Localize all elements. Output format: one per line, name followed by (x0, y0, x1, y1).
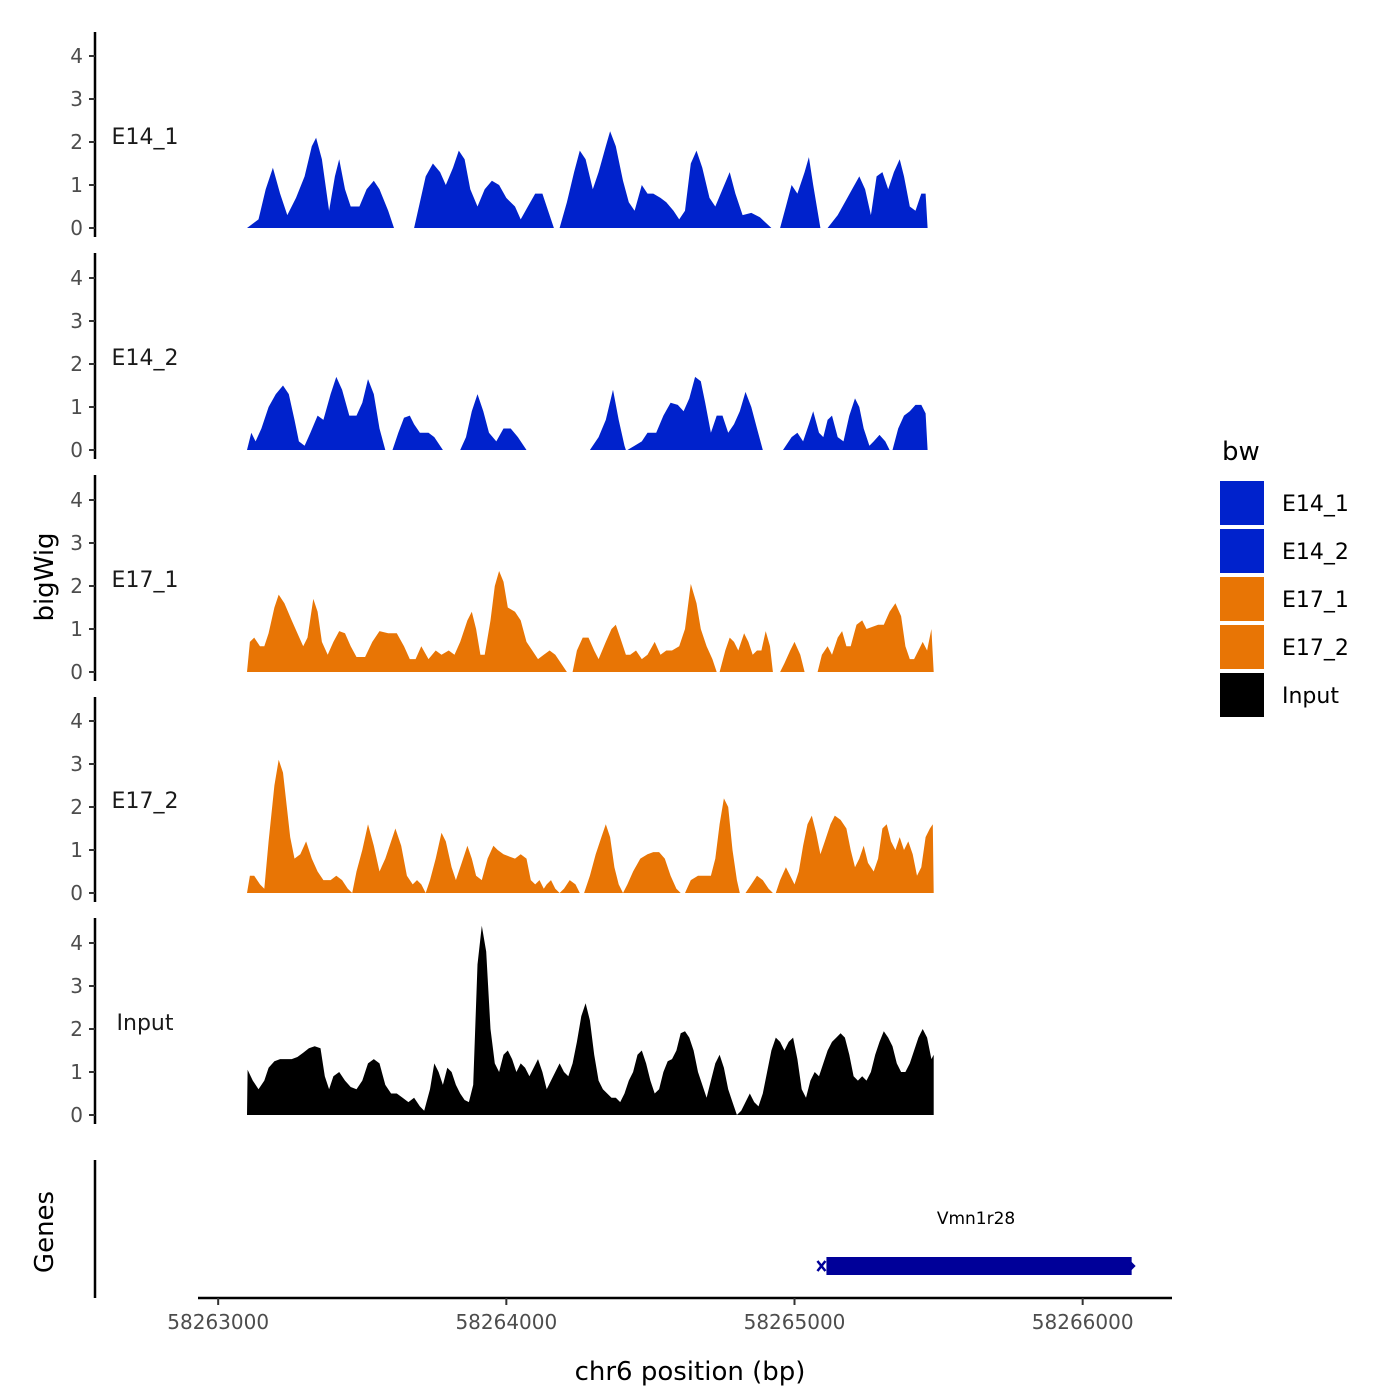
gene-label: Vmn1r28 (937, 1209, 1015, 1229)
legend: bw E14_1 E14_2 E17_1 E17_2 Input (1220, 437, 1349, 717)
y-tick-label: 4 (70, 44, 83, 68)
area-E14_1-segment-4 (827, 159, 928, 228)
legend-swatch-E14_1 (1220, 481, 1264, 525)
legend-swatch-E17_2 (1220, 625, 1264, 669)
legend-label: E14_2 (1282, 540, 1349, 565)
legend-label: Input (1282, 684, 1339, 709)
area-E14_1-segment-3 (780, 157, 821, 228)
track-label: Input (117, 1011, 174, 1036)
y-tick-label: 0 (70, 1103, 83, 1127)
y-tick-label: 1 (70, 1060, 83, 1084)
y-tick-label: 4 (70, 931, 83, 955)
y-tick-label: 2 (70, 352, 83, 376)
area-E14_2-segment-0 (247, 376, 386, 450)
y-tick-label: 2 (70, 795, 83, 819)
area-E17_1-segment-2 (719, 631, 773, 672)
area-E17_1-segment-0 (247, 571, 567, 672)
area-E17_2-segment-4 (584, 824, 681, 893)
area-E17_1-segment-1 (572, 583, 717, 672)
y-tick-label: 1 (70, 838, 83, 862)
tracks: 0 1 2 3 4 E14_1 0 1 2 3 4 E14_2 0 1 2 3 4 E17_1 0 1 2 3 4 E17_2… (70, 32, 934, 1127)
track-label: E14_2 (112, 346, 179, 371)
legend-swatch-Input (1220, 673, 1264, 717)
y-tick-label: 0 (70, 660, 83, 684)
area-E14_2-segment-5 (783, 398, 890, 450)
y-tick-label: 2 (70, 574, 83, 598)
track-E14_2: 0 1 2 3 4 E14_2 (70, 253, 928, 462)
y-tick-label: 1 (70, 617, 83, 641)
legend-label: E17_1 (1282, 588, 1349, 613)
track-E17_1: 0 1 2 3 4 E17_1 (70, 475, 934, 684)
area-E14_2-segment-1 (392, 415, 443, 450)
y-tick-label: 4 (70, 266, 83, 290)
area-E17_2-segment-1 (352, 824, 426, 893)
area-E14_2-segment-4 (627, 376, 763, 450)
area-E14_1-segment-0 (247, 137, 394, 228)
area-E14_1-segment-1 (414, 150, 554, 228)
genes-axis-title: Genes (30, 1191, 60, 1273)
legend-label: E17_2 (1282, 636, 1349, 661)
y-tick-label: 4 (70, 709, 83, 733)
gene-start-marker-icon (816, 1260, 827, 1272)
track-Input: 0 1 2 3 4 Input (70, 918, 934, 1127)
y-tick-label: 3 (70, 531, 83, 555)
area-E17_2-segment-3 (559, 880, 580, 893)
area-E17_2-segment-6 (745, 875, 773, 893)
x-axis-title: chr6 position (bp) (575, 1357, 806, 1387)
y-tick-label: 1 (70, 395, 83, 419)
gene-body-Vmn1r28 (826, 1257, 1132, 1275)
y-tick-label: 0 (70, 881, 83, 905)
x-axis: 58263000 58264000 58265000 58266000 (167, 1296, 1172, 1334)
area-E17_2-segment-0 (247, 759, 353, 893)
x-tick-label: 58266000 (1032, 1310, 1134, 1334)
legend-title: bw (1222, 437, 1260, 467)
y-tick-label: 3 (70, 752, 83, 776)
area-E14_2-segment-2 (460, 394, 527, 450)
area-Input-segment-0 (247, 925, 934, 1115)
track-label: E17_1 (112, 568, 179, 593)
area-E17_1-segment-4 (817, 603, 934, 672)
x-tick-label: 58263000 (167, 1310, 269, 1334)
track-E14_1: 0 1 2 3 4 E14_1 (70, 32, 928, 240)
y-tick-label: 2 (70, 130, 83, 154)
area-E17_1-segment-3 (780, 641, 805, 672)
area-E14_2-segment-3 (589, 389, 626, 450)
area-E14_2-segment-6 (892, 404, 928, 450)
track-label: E14_1 (112, 125, 179, 150)
area-E17_2-segment-5 (685, 798, 740, 893)
gene-strand-arrow-icon (1129, 1260, 1136, 1272)
y-axis-title: bigWig (30, 532, 60, 621)
y-tick-label: 2 (70, 1017, 83, 1041)
legend-swatch-E17_1 (1220, 577, 1264, 621)
x-tick-label: 58265000 (744, 1310, 846, 1334)
legend-label: E14_1 (1282, 492, 1349, 517)
y-tick-label: 0 (70, 438, 83, 462)
area-E17_2-segment-2 (425, 832, 560, 893)
y-tick-label: 3 (70, 87, 83, 111)
area-E17_2-segment-7 (775, 815, 934, 893)
x-tick-label: 58264000 (455, 1310, 557, 1334)
area-E14_1-segment-2 (559, 131, 772, 228)
y-tick-label: 3 (70, 974, 83, 998)
y-tick-label: 4 (70, 488, 83, 512)
track-label: E17_2 (112, 789, 179, 814)
y-tick-label: 0 (70, 216, 83, 240)
y-tick-label: 3 (70, 309, 83, 333)
track-E17_2: 0 1 2 3 4 E17_2 (70, 697, 934, 905)
legend-swatch-E14_2 (1220, 529, 1264, 573)
y-tick-label: 1 (70, 173, 83, 197)
genes-panel: Vmn1r28 (93, 1160, 1136, 1298)
